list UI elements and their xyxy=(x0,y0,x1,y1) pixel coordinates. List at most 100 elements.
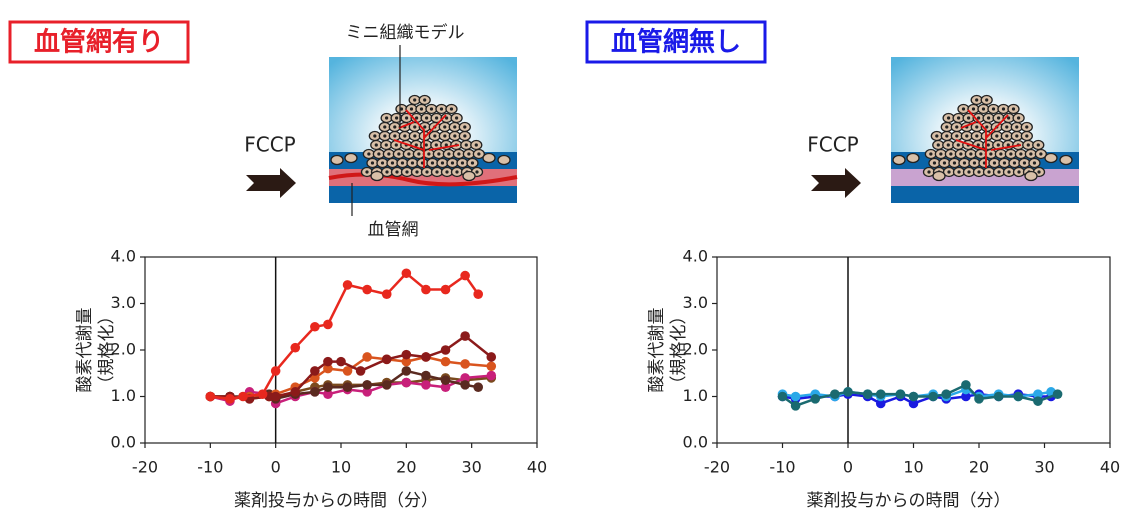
nucleus xyxy=(443,134,447,138)
data-point xyxy=(225,394,235,404)
data-point xyxy=(440,375,451,386)
data-point xyxy=(270,391,281,402)
x-tick-label: 20 xyxy=(396,458,416,477)
annotation: FCCP xyxy=(807,133,859,157)
data-point xyxy=(440,345,451,355)
x-tick-label: 10 xyxy=(331,458,351,477)
nucleus xyxy=(929,152,933,156)
nucleus xyxy=(1009,152,1013,156)
nucleus xyxy=(384,143,388,147)
series-line xyxy=(210,272,480,401)
data-point xyxy=(362,352,372,362)
microvessel xyxy=(393,109,460,168)
data-point xyxy=(875,398,886,409)
nucleus xyxy=(945,125,949,129)
nucleus xyxy=(397,152,401,156)
nucleus xyxy=(449,107,454,111)
data-point xyxy=(323,389,333,399)
data-point xyxy=(1033,396,1043,406)
nucleus xyxy=(977,116,981,120)
nucleus xyxy=(383,125,387,129)
nucleus xyxy=(453,134,457,138)
nucleus xyxy=(377,152,381,156)
data-point xyxy=(862,389,873,399)
nucleus xyxy=(470,161,475,165)
nucleus xyxy=(947,170,951,174)
y-tick-label: 3.0 xyxy=(683,293,708,312)
nucleus xyxy=(467,152,471,156)
nucleus xyxy=(393,134,397,138)
nucleus xyxy=(1026,143,1030,147)
nucleus xyxy=(439,107,444,111)
data-point xyxy=(421,352,431,362)
nucleus xyxy=(385,116,389,120)
data-point xyxy=(440,382,451,393)
arrow xyxy=(246,168,296,198)
y-tick-label: 0.0 xyxy=(111,433,136,452)
membrane-bottom xyxy=(329,186,517,203)
nucleus xyxy=(405,116,409,120)
data-point xyxy=(362,387,372,397)
x-tick-label: -20 xyxy=(132,458,158,477)
nucleus xyxy=(986,143,990,147)
data-point xyxy=(777,391,788,402)
data-point xyxy=(843,387,853,397)
nucleus xyxy=(1007,116,1011,120)
x-tick-label: -10 xyxy=(769,458,795,477)
cell xyxy=(906,152,920,164)
nucleus xyxy=(409,107,414,111)
nucleus xyxy=(430,161,435,165)
nucleus xyxy=(935,134,939,138)
data-point xyxy=(460,270,470,281)
y-tick-label: 2.0 xyxy=(111,340,136,359)
y-tick-label: 1.0 xyxy=(111,386,136,405)
y-tick-label: 3.0 xyxy=(111,293,136,312)
title-box xyxy=(585,20,767,64)
nucleus xyxy=(445,170,449,174)
nucleus xyxy=(383,134,387,138)
y-tick-label: 1.0 xyxy=(683,386,708,405)
nucleus xyxy=(967,116,971,120)
nucleus xyxy=(433,134,437,138)
nucleus xyxy=(947,116,951,120)
nucleus xyxy=(1032,161,1037,165)
x-tick-label: -10 xyxy=(197,458,223,477)
nucleus xyxy=(989,152,993,156)
data-point xyxy=(908,391,919,402)
nucleus xyxy=(1025,125,1029,129)
nucleus xyxy=(1036,143,1040,147)
nucleus xyxy=(955,125,959,129)
data-point xyxy=(830,389,840,399)
annotation: FCCP xyxy=(244,133,296,157)
tissue-diagram xyxy=(891,57,1079,203)
nucleus xyxy=(385,170,389,174)
nucleus xyxy=(955,134,959,138)
nucleus xyxy=(932,161,937,165)
nucleus xyxy=(957,116,961,120)
arrow xyxy=(811,168,861,198)
nucleus xyxy=(415,170,419,174)
data-point xyxy=(323,319,333,330)
nucleus xyxy=(427,152,431,156)
nucleus xyxy=(414,143,418,147)
nucleus xyxy=(971,107,976,111)
nucleus xyxy=(999,152,1003,156)
nucleus xyxy=(403,134,407,138)
nucleus xyxy=(997,170,1001,174)
y-tick-label: 0.0 xyxy=(683,433,708,452)
nucleus xyxy=(981,107,986,111)
cell xyxy=(482,152,496,164)
data-point xyxy=(310,373,320,383)
nucleus xyxy=(942,161,947,165)
nucleus xyxy=(1005,125,1009,129)
data-point xyxy=(421,380,431,390)
nucleus xyxy=(957,170,961,174)
nucleus xyxy=(972,161,977,165)
nucleus xyxy=(1039,152,1043,156)
data-point xyxy=(875,389,886,399)
data-point xyxy=(362,380,372,390)
x-tick-label: 20 xyxy=(969,458,989,477)
nucleus xyxy=(1007,170,1011,174)
nucleus xyxy=(455,116,459,120)
nucleus xyxy=(429,107,434,111)
